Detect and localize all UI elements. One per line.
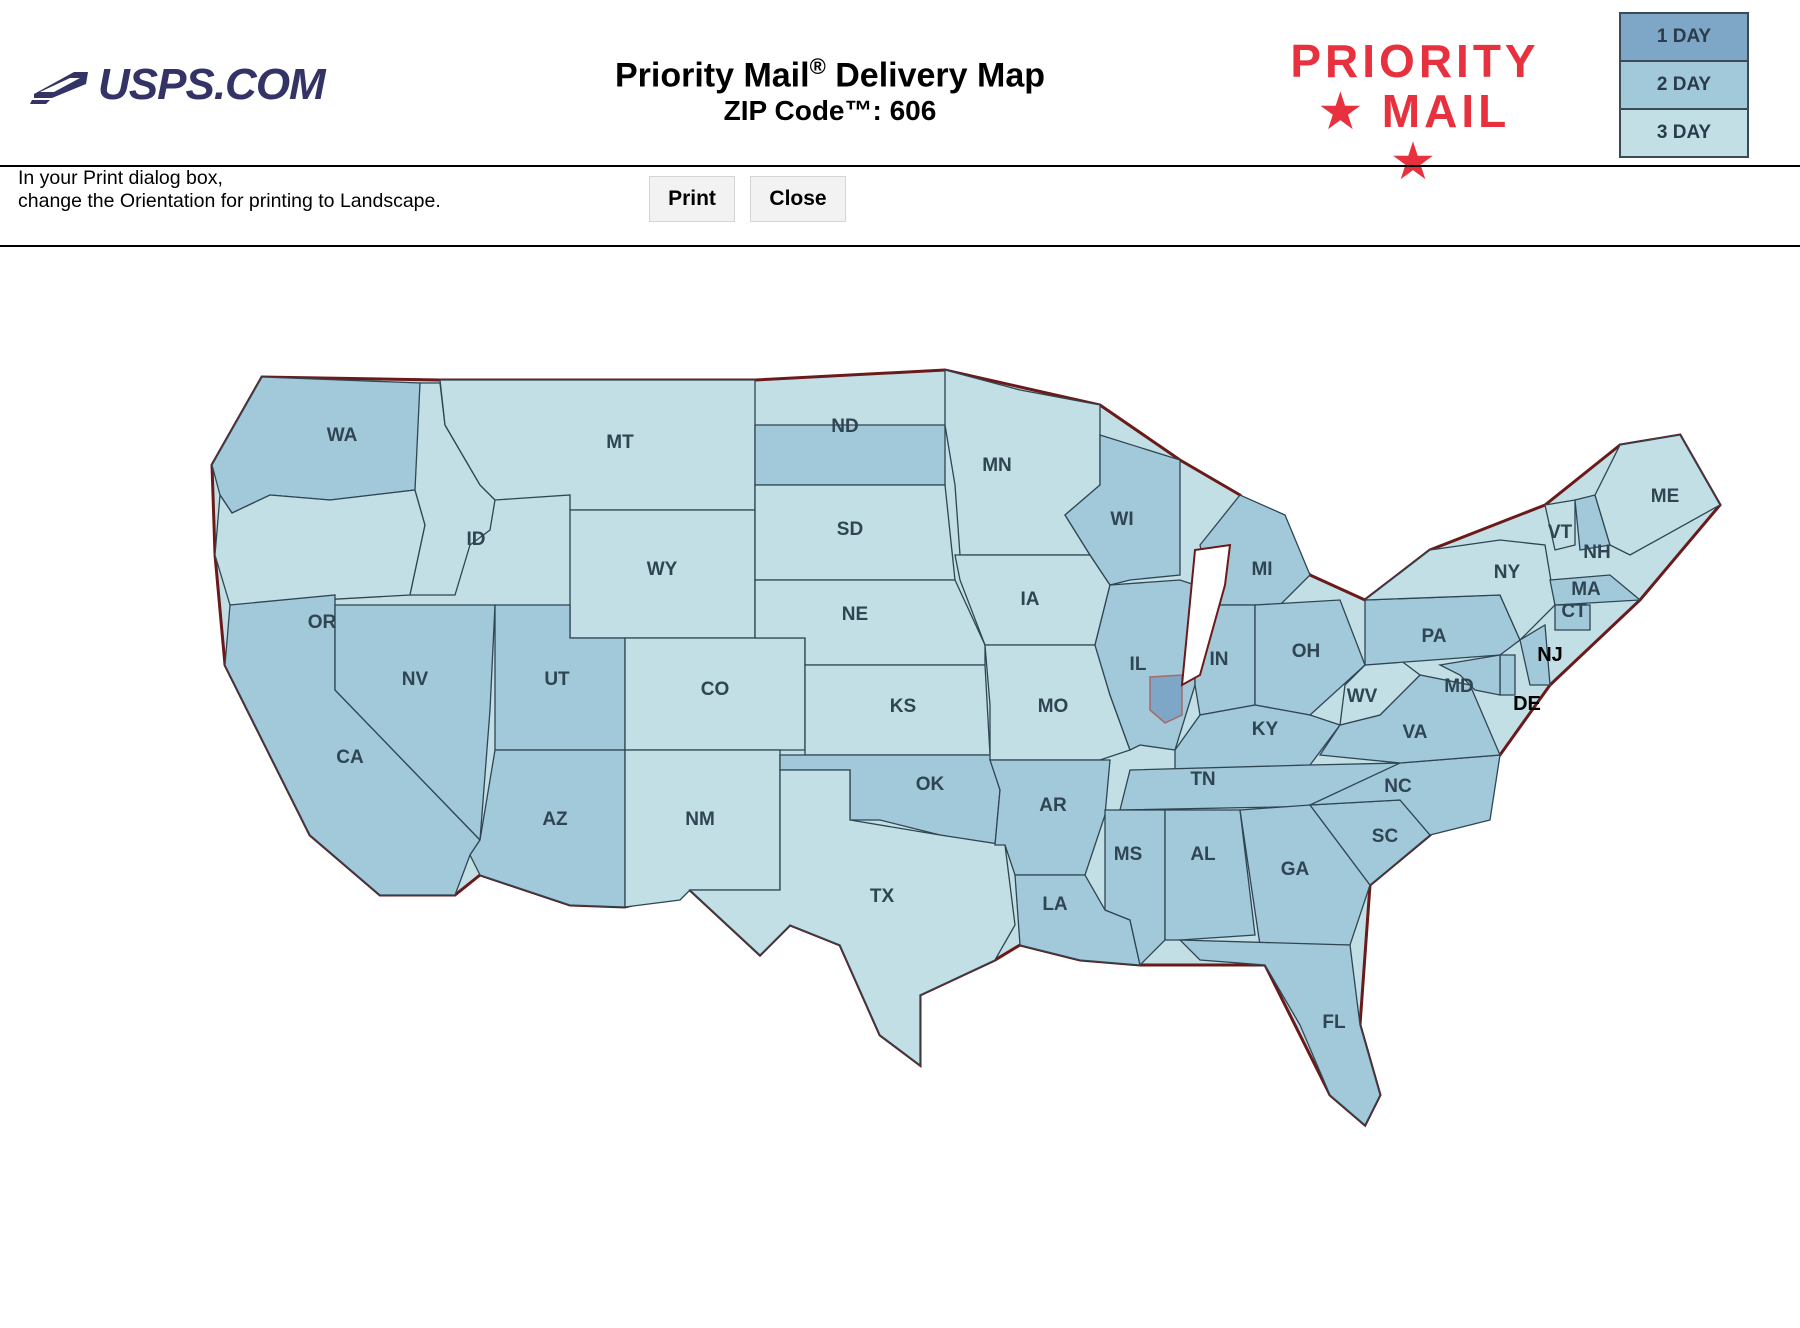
state-md[interactable] <box>1437 654 1501 696</box>
state-label-tx: TX <box>870 886 895 907</box>
state-al[interactable] <box>1164 809 1256 941</box>
state-label-az: AZ <box>542 809 568 830</box>
state-label-ut: UT <box>544 669 570 690</box>
state-label-ca: CA <box>336 747 364 768</box>
state-label-fl: FL <box>1322 1012 1346 1033</box>
priority-mail-logo-line2: ★ MAIL ★ <box>1319 85 1511 187</box>
instructions-line-1: In your Print dialog box, <box>18 167 223 189</box>
state-label-nv: NV <box>402 669 429 690</box>
state-ct[interactable] <box>1554 604 1591 631</box>
state-label-nh: NH <box>1583 542 1610 563</box>
legend-2-day: 2 DAY <box>1621 62 1747 110</box>
state-label-de: DE <box>1513 693 1541 715</box>
state-label-oh: OH <box>1292 641 1321 662</box>
state-tx[interactable] <box>688 769 1016 1067</box>
state-label-ar: AR <box>1039 795 1067 816</box>
state-label-vt: VT <box>1548 522 1573 543</box>
state-vt[interactable] <box>1544 499 1576 551</box>
state-label-la: LA <box>1042 894 1068 915</box>
state-ny[interactable] <box>1362 539 1556 642</box>
page-header: USPS.COM Priority Mail® Delivery Map ZIP… <box>0 0 1800 186</box>
state-label-ms: MS <box>1114 844 1143 865</box>
state-me[interactable] <box>1594 434 1721 556</box>
state-label-id: ID <box>467 529 486 550</box>
legend-3-day: 3 DAY <box>1621 110 1747 156</box>
state-label-pa: PA <box>1422 626 1447 647</box>
state-label-ia: IA <box>1021 589 1040 610</box>
state-label-mn: MN <box>982 455 1012 476</box>
us-map: WA OR CA ID NV MT WY UT AZ CO NM ND SD NE KS OK TX MN IA MO… <box>210 368 1722 1128</box>
state-label-wa: WA <box>327 425 358 446</box>
state-nj[interactable] <box>1519 623 1551 686</box>
state-label-wy: WY <box>647 559 678 580</box>
eagle-icon <box>30 72 88 104</box>
state-label-nj: NJ <box>1537 644 1563 666</box>
state-de[interactable] <box>1499 654 1516 696</box>
state-ma[interactable] <box>1549 574 1642 606</box>
state-label-me: ME <box>1651 486 1680 507</box>
usps-logo[interactable]: USPS.COM <box>30 60 326 110</box>
state-label-md: MD <box>1444 676 1474 697</box>
logo-text: USPS.COM <box>98 60 326 109</box>
state-label-mt: MT <box>606 432 634 453</box>
state-oh[interactable] <box>1254 599 1366 716</box>
state-label-ne: NE <box>842 604 868 625</box>
title-block: Priority Mail® Delivery Map ZIP Code™: 6… <box>500 48 1160 128</box>
print-button[interactable]: Print <box>649 176 735 222</box>
state-mt[interactable] <box>439 379 756 511</box>
state-or[interactable] <box>214 489 426 606</box>
state-label-sd: SD <box>837 519 863 540</box>
state-label-il: IL <box>1130 654 1147 675</box>
delivery-map: WA OR CA ID NV MT WY UT AZ CO NM ND SD NE KS OK TX MN IA MO… <box>0 245 1800 1323</box>
priority-mail-logo: PRIORITY ★ MAIL ★ <box>1290 36 1540 186</box>
state-label-ok: OK <box>916 774 945 795</box>
lake-michigan <box>1180 543 1232 687</box>
state-ga[interactable] <box>1239 804 1371 946</box>
state-label-in: IN <box>1210 649 1229 670</box>
origin-zip-area[interactable] <box>1149 674 1183 724</box>
state-fl[interactable] <box>1178 939 1381 1127</box>
state-label-ct: CT <box>1561 601 1587 622</box>
state-label-co: CO <box>701 679 730 700</box>
state-nv[interactable] <box>334 604 496 842</box>
page-title: Priority Mail® Delivery Map <box>614 54 1046 95</box>
close-button[interactable]: Close <box>750 176 846 222</box>
zip-code-subtitle: ZIP Code™: 606 <box>723 95 937 127</box>
state-label-nm: NM <box>685 809 715 830</box>
state-label-ga: GA <box>1281 859 1310 880</box>
toolbar-divider <box>0 245 1800 247</box>
state-label-ma: MA <box>1571 579 1601 600</box>
state-label-ky: KY <box>1252 719 1279 740</box>
legend-1-day: 1 DAY <box>1621 14 1747 62</box>
state-label-sc: SC <box>1372 826 1399 847</box>
state-label-va: VA <box>1403 722 1428 743</box>
state-label-ks: KS <box>890 696 916 717</box>
header-divider <box>0 165 1800 167</box>
state-label-ny: NY <box>1494 562 1521 583</box>
state-label-nd: ND <box>831 416 858 437</box>
state-label-wi: WI <box>1110 509 1133 530</box>
state-label-nc: NC <box>1384 776 1412 797</box>
state-label-mi: MI <box>1251 559 1272 580</box>
state-label-or: OR <box>308 612 337 633</box>
state-label-al: AL <box>1190 844 1216 865</box>
delivery-legend: 1 DAY 2 DAY 3 DAY <box>1619 12 1749 158</box>
print-instructions: In your Print dialog box, change the Ori… <box>18 167 441 213</box>
priority-mail-logo-line1: PRIORITY <box>1290 35 1540 87</box>
state-label-tn: TN <box>1190 769 1215 790</box>
instructions-line-2: change the Orientation for printing to L… <box>18 190 441 212</box>
state-label-mo: MO <box>1038 696 1069 717</box>
state-label-wv: WV <box>1347 686 1378 707</box>
